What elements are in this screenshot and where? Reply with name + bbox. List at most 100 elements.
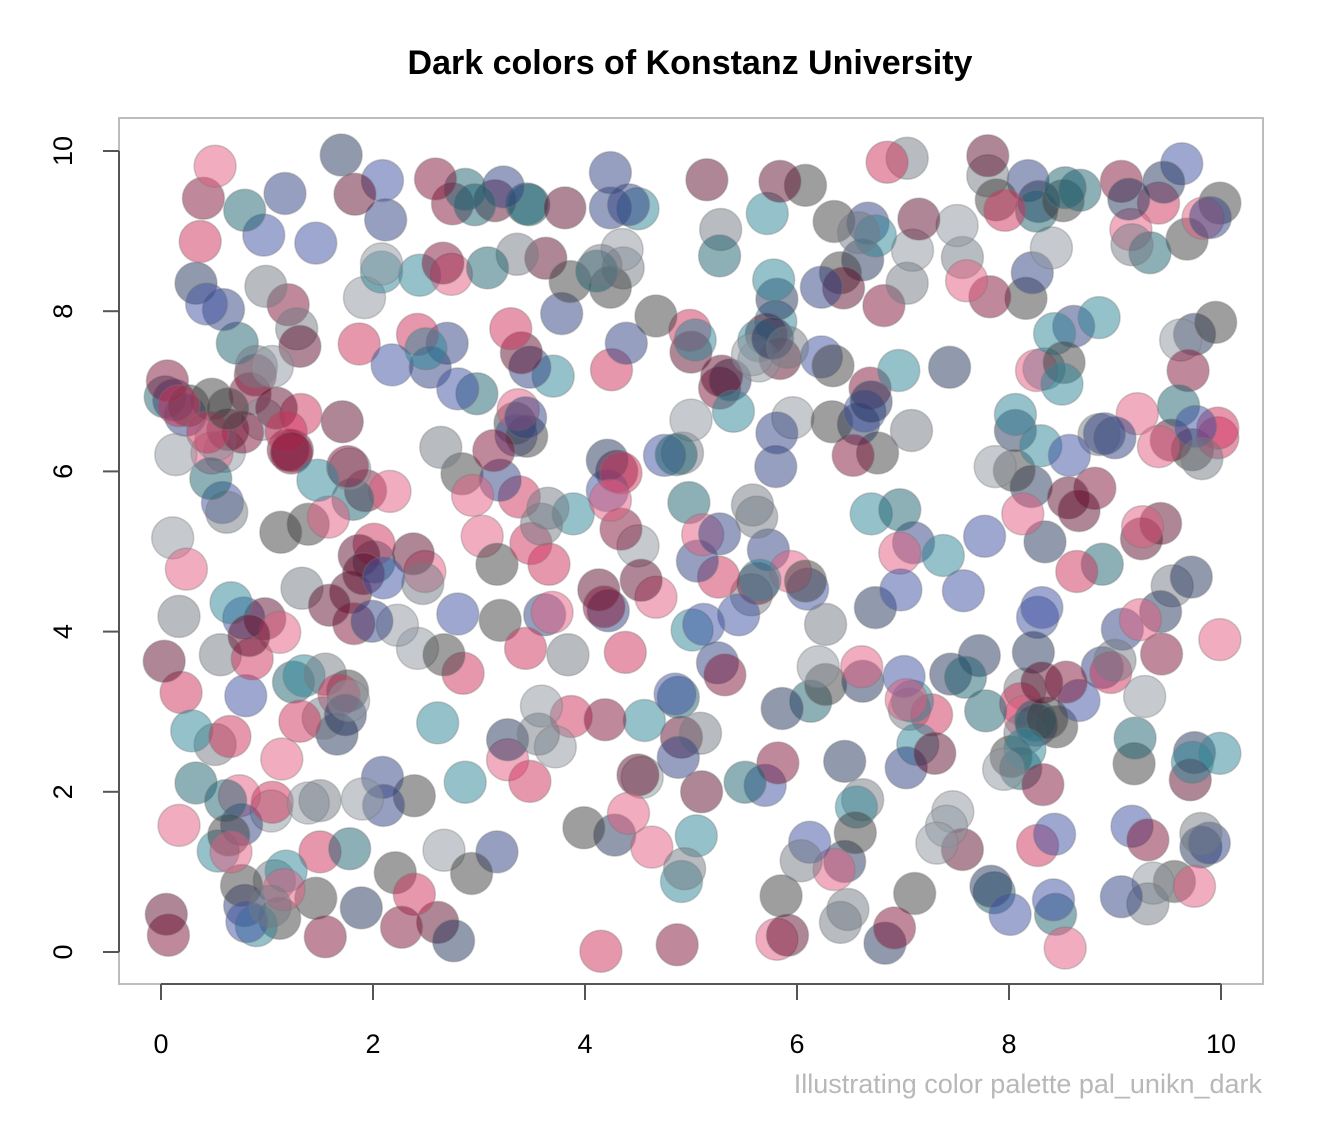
data-point	[885, 261, 929, 305]
data-point	[760, 686, 804, 731]
data-point	[604, 321, 649, 365]
data-point	[478, 598, 522, 643]
data-point	[379, 905, 424, 949]
data-point	[966, 134, 1010, 178]
data-point	[935, 203, 979, 248]
data-point	[278, 699, 322, 744]
x-tick-label: 8	[1001, 1029, 1016, 1059]
data-point	[1170, 740, 1215, 784]
data-point	[988, 892, 1032, 937]
data-point	[783, 559, 828, 603]
data-point	[653, 672, 697, 716]
data-point	[516, 712, 561, 756]
data-point	[656, 735, 701, 780]
data-point	[320, 399, 365, 444]
data-point	[453, 182, 497, 227]
data-point	[884, 677, 928, 722]
data-point	[327, 826, 372, 871]
data-point	[184, 282, 229, 326]
data-point	[943, 655, 988, 700]
data-point	[1172, 864, 1217, 909]
data-point	[489, 307, 533, 351]
data-point	[503, 395, 548, 440]
data-point	[178, 219, 222, 264]
data-point	[877, 348, 921, 393]
data-point	[227, 613, 271, 658]
data-point	[306, 495, 351, 539]
data-point	[944, 259, 989, 303]
data-point	[915, 821, 959, 865]
data-point	[294, 221, 338, 265]
data-point	[503, 626, 548, 671]
data-point	[1099, 874, 1144, 919]
data-point	[654, 432, 698, 477]
data-point	[157, 803, 201, 848]
data-point	[583, 697, 627, 742]
data-point	[892, 871, 937, 916]
data-point	[421, 241, 465, 285]
data-point	[681, 602, 726, 647]
data-point	[963, 689, 1008, 733]
data-point	[751, 258, 796, 302]
data-point	[839, 645, 884, 689]
data-point	[1055, 549, 1099, 594]
data-point	[157, 383, 201, 428]
data-point	[993, 392, 1038, 437]
data-point	[1136, 424, 1181, 469]
data-point	[981, 747, 1026, 792]
data-point	[359, 242, 404, 286]
data-point	[1179, 811, 1223, 856]
y-tick-label: 6	[48, 464, 78, 479]
data-point	[723, 760, 767, 804]
data-point	[765, 913, 810, 957]
data-point	[1118, 597, 1163, 642]
data-point	[263, 171, 307, 216]
data-point	[579, 243, 623, 288]
data-point	[703, 653, 747, 697]
data-point	[865, 140, 909, 184]
data-point	[738, 558, 782, 603]
data-point	[508, 759, 552, 804]
data-point	[1107, 177, 1151, 221]
data-point	[1120, 504, 1165, 549]
data-point	[1198, 617, 1242, 662]
data-point	[836, 210, 881, 255]
data-point	[443, 760, 487, 804]
x-axis: 0 2 4 6 8 10	[153, 983, 1236, 1059]
data-point	[603, 630, 648, 675]
data-point	[711, 389, 756, 434]
data-point	[1082, 412, 1127, 456]
data-point	[169, 709, 214, 753]
data-point	[337, 322, 381, 366]
data-point	[1029, 226, 1074, 270]
data-point	[415, 701, 460, 745]
data-point	[765, 325, 810, 369]
data-point	[543, 186, 587, 230]
data-point	[872, 906, 917, 950]
data-point	[1126, 818, 1170, 862]
data-point	[1110, 222, 1154, 267]
data-point	[1040, 362, 1084, 406]
data-point	[208, 714, 252, 759]
data-point	[833, 810, 878, 855]
data-point	[878, 488, 922, 532]
data-point	[164, 547, 209, 591]
data-point	[582, 585, 626, 629]
data-point	[634, 294, 678, 338]
y-tick-label: 0	[48, 944, 78, 959]
data-point	[269, 431, 314, 475]
data-point	[1043, 926, 1087, 970]
chart-title: Dark colors of Konstanz University	[408, 44, 973, 82]
data-point	[259, 510, 303, 555]
data-point	[209, 830, 253, 874]
data-point	[973, 444, 1017, 489]
points-layer	[142, 133, 1242, 973]
data-point	[449, 851, 494, 896]
data-point	[630, 825, 674, 869]
y-tick-label: 4	[48, 624, 78, 639]
data-point	[803, 602, 848, 647]
data-point	[1023, 520, 1067, 564]
x-tick-label: 10	[1206, 1029, 1236, 1059]
data-point	[1113, 716, 1157, 760]
